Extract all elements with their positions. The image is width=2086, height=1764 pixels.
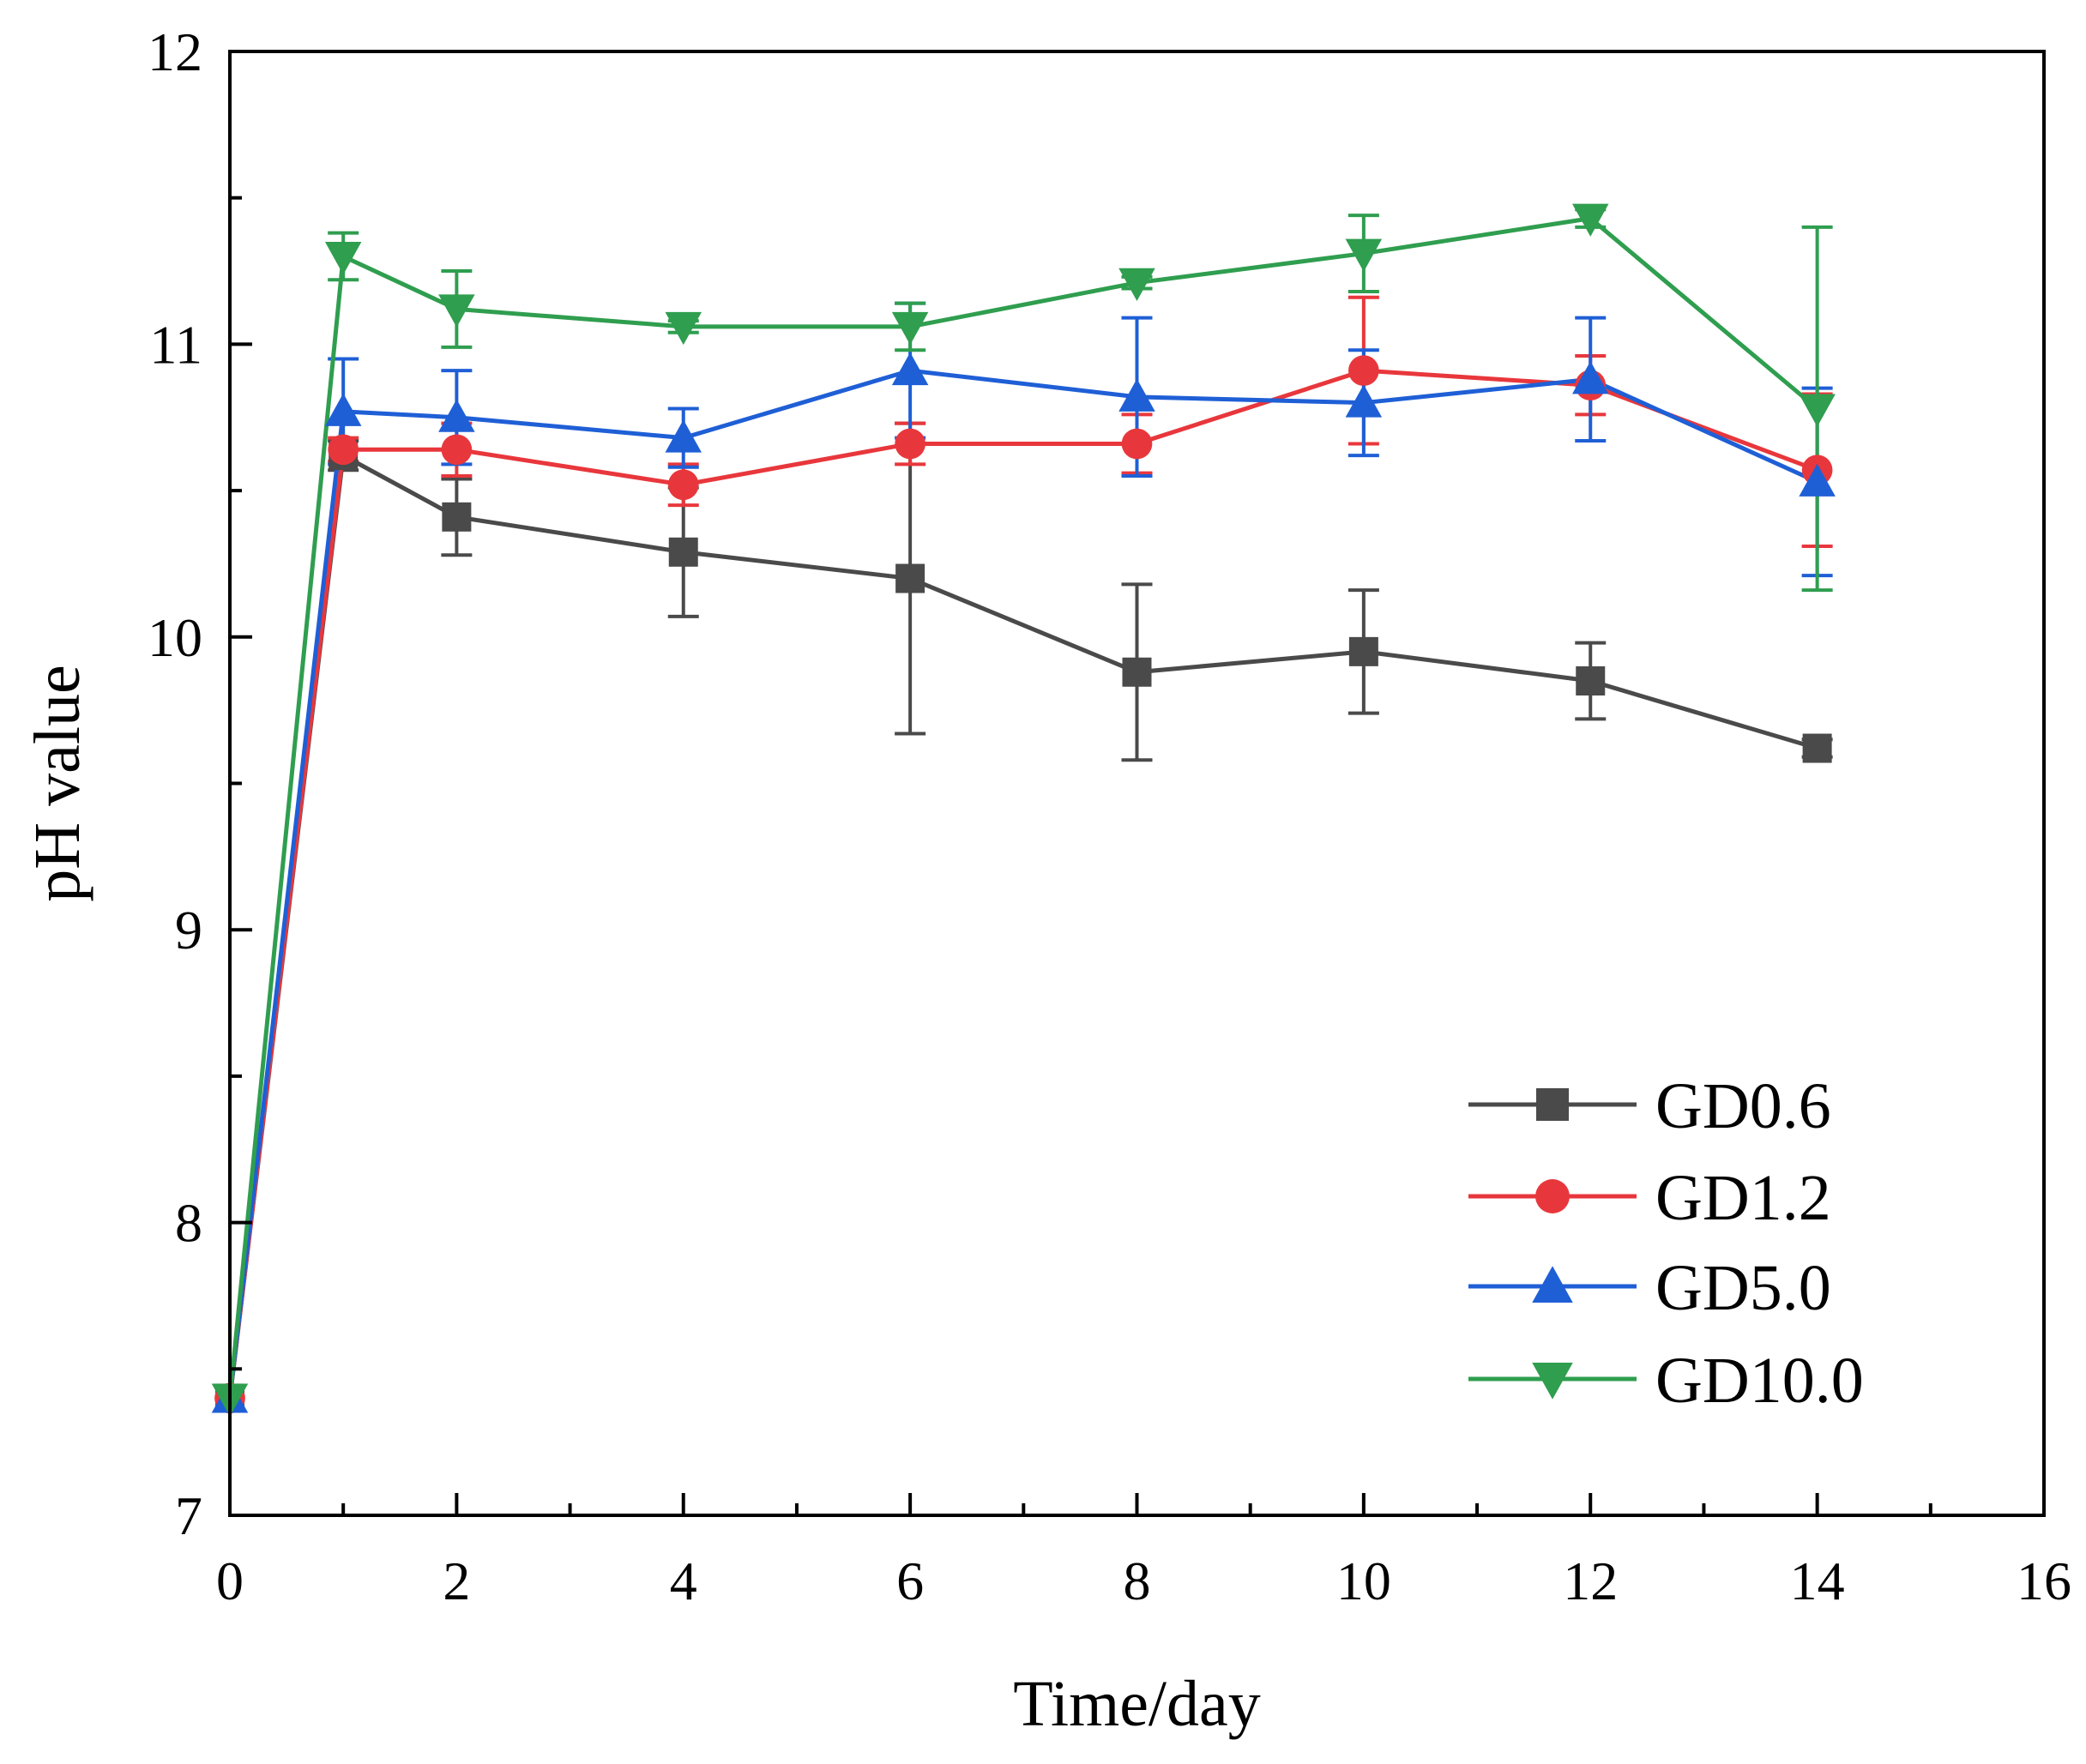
x-tick-label: 8 [1124,1550,1151,1611]
data-point-gd10-0 [324,241,362,275]
series-line-gd0-6 [227,452,1818,1399]
legend-marker-gd5-0 [1532,1266,1573,1303]
legend-marker-gd0-6 [1536,1088,1569,1121]
legend-label-gd0-6: GD0.6 [1655,1070,1831,1142]
data-point-gd0-6 [442,502,472,532]
y-tick-label: 9 [175,900,202,960]
x-tick-label: 4 [670,1550,697,1611]
data-point-gd5-0 [438,399,475,432]
legend-label-gd1-2: GD1.2 [1655,1162,1831,1234]
data-point-gd10-0 [891,311,929,346]
ticks-layer [228,50,2046,1517]
text-layer: Time/day pH value 0 2 4 6 8 10 12 14 16 7 8 9 10 11 12 [21,21,2071,1740]
data-point-gd0-6 [1348,636,1378,666]
legend-marker-gd1-2 [1535,1179,1570,1213]
data-point-gd5-0 [1345,384,1383,418]
legend-marker-gd10-0 [1532,1363,1573,1400]
data-point-gd1-2 [441,434,473,466]
data-point-gd0-6 [668,537,698,567]
data-point-gd5-0 [1799,463,1836,497]
legend-label-gd5-0: GD5.0 [1655,1252,1831,1324]
legend-label-gd10-0: GD10.0 [1655,1345,1864,1417]
data-point-gd5-0 [324,393,362,426]
x-tick-label: 16 [2017,1550,2071,1611]
data-point-gd10-0 [665,311,702,346]
x-tick-label: 6 [896,1550,924,1611]
y-tick-label: 10 [148,607,202,668]
data-point-gd1-2 [667,469,699,501]
y-axis-title: pH value [21,665,93,901]
data-point-gd1-2 [895,428,925,460]
x-tick-label: 12 [1563,1550,1618,1611]
data-point-gd0-6 [1122,657,1152,687]
data-point-gd1-2 [328,434,359,466]
x-tick-label: 14 [1790,1550,1845,1611]
data-point-gd10-0 [1572,203,1609,237]
data-point-gd0-6 [1576,666,1606,696]
y-tick-label: 11 [149,314,202,375]
data-point-gd0-6 [1802,733,1832,763]
data-point-gd0-6 [895,563,925,593]
data-point-gd5-0 [1118,378,1155,412]
data-point-gd1-2 [1121,428,1153,460]
legend: GD0.6 GD1.2 GD5.0 GD10.0 [1468,1070,1864,1417]
data-point-gd5-0 [1572,361,1609,394]
x-tick-label: 0 [216,1550,244,1611]
data-point-gd5-0 [891,352,929,386]
x-tick-label: 2 [443,1550,470,1611]
data-point-gd10-0 [438,294,475,328]
y-tick-label: 8 [175,1193,202,1254]
y-tick-label: 12 [148,21,202,82]
data-point-gd10-0 [1118,268,1155,301]
data-point-gd1-2 [1348,355,1379,386]
data-point-gd10-0 [1799,394,1836,427]
x-axis-title: Time/day [1013,1668,1261,1740]
data-point-gd5-0 [665,419,702,453]
data-point-gd10-0 [1345,238,1383,272]
y-tick-label: 7 [175,1485,202,1546]
x-tick-label: 10 [1336,1550,1391,1611]
